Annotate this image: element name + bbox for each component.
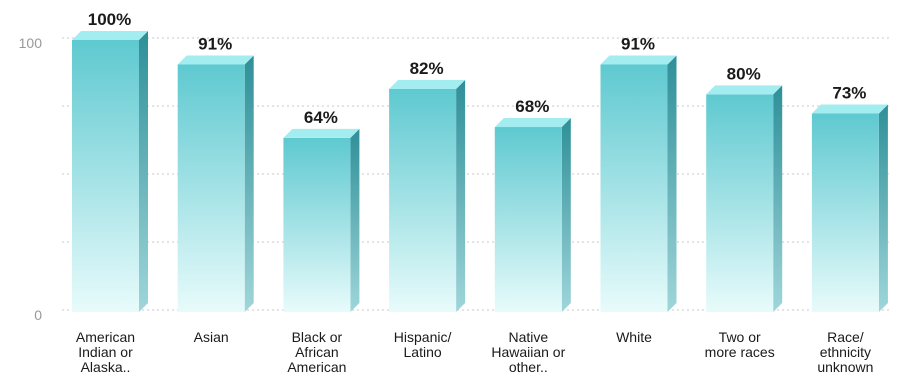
y-axis-ticks: 0 100 (19, 35, 43, 323)
bar-front (72, 40, 139, 312)
x-tick-label: Native Hawaiian or other.. (480, 330, 576, 375)
x-tick-label-line: American (75, 329, 136, 345)
data-label: 73% (832, 83, 866, 102)
bar-top (494, 118, 571, 128)
bar-front (389, 88, 457, 313)
data-label: 68% (515, 97, 549, 116)
x-tick-label: Black or African American (269, 330, 365, 375)
x-tick-label-line: Hispanic/ (393, 329, 452, 345)
bar-top (72, 31, 148, 40)
x-tick-label-line: American (287, 359, 347, 375)
x-tick-label-line: more races (704, 344, 775, 360)
x-tick-label-line: Asian (193, 329, 229, 345)
bar-front (706, 94, 774, 313)
bar (494, 118, 571, 312)
data-label: 82% (410, 59, 444, 78)
x-tick-label-line: other.. (508, 359, 548, 375)
bar-top (811, 104, 888, 114)
x-tick-label-line: Latino (403, 344, 442, 360)
bar-top (389, 79, 466, 89)
bar-front (811, 113, 879, 312)
data-label: 80% (727, 64, 761, 83)
y-tick-label: 100 (19, 35, 43, 51)
data-label: 91% (621, 34, 655, 53)
x-tick-label-line: Two or (718, 329, 761, 345)
bar (600, 55, 677, 312)
x-tick-label: Race/ethnicity unknown (797, 330, 893, 375)
y-tick-label: 0 (34, 307, 42, 323)
x-tick-label-line: White (616, 329, 652, 345)
bar-side (139, 31, 148, 312)
data-label: 100% (88, 10, 131, 29)
x-tick-label-line: Black or (291, 329, 343, 345)
bar-side (350, 128, 360, 312)
x-tick-label-line: Hawaiian or (491, 344, 566, 360)
bar-side (244, 55, 254, 312)
x-tick-label: American Indian or Alaska.. (58, 330, 154, 375)
x-tick-label: Two or more races (692, 330, 788, 360)
bar-front (283, 137, 351, 312)
x-tick-label-line: Alaska.. (80, 359, 131, 375)
bar-front (600, 64, 668, 312)
bar-front (494, 127, 562, 312)
bar-side (773, 85, 783, 313)
x-tick-label-line: unknown (817, 359, 874, 375)
x-tick-label-line: Race/ (827, 329, 864, 345)
bar-side (561, 118, 571, 312)
data-label: 91% (198, 34, 232, 53)
bar-top (283, 128, 360, 138)
x-tick-label: Hispanic/Latino (375, 330, 471, 360)
bar-side (667, 55, 677, 312)
bar (72, 31, 148, 312)
data-labels: 100% 91% 64% 82% 68% 91% 80% 73% (88, 10, 867, 127)
x-tick-label: White (586, 330, 682, 345)
data-label: 64% (304, 108, 338, 127)
x-tick-label-line: ethnicity (819, 344, 872, 360)
bar (177, 55, 254, 312)
bar (283, 128, 360, 312)
bar (811, 104, 888, 312)
bars (72, 31, 888, 313)
x-tick-label-line: African (295, 344, 339, 360)
bar-side (456, 79, 466, 313)
bar (706, 85, 783, 313)
bar-top (706, 85, 783, 95)
bar-front (177, 64, 245, 312)
bar-side (878, 104, 888, 312)
bar-top (177, 55, 254, 65)
x-tick-label: Asian (163, 330, 259, 345)
x-tick-label-line: Indian or (78, 344, 133, 360)
x-tick-label-line: Native (508, 329, 549, 345)
bar (389, 79, 466, 313)
bar-top (600, 55, 677, 65)
